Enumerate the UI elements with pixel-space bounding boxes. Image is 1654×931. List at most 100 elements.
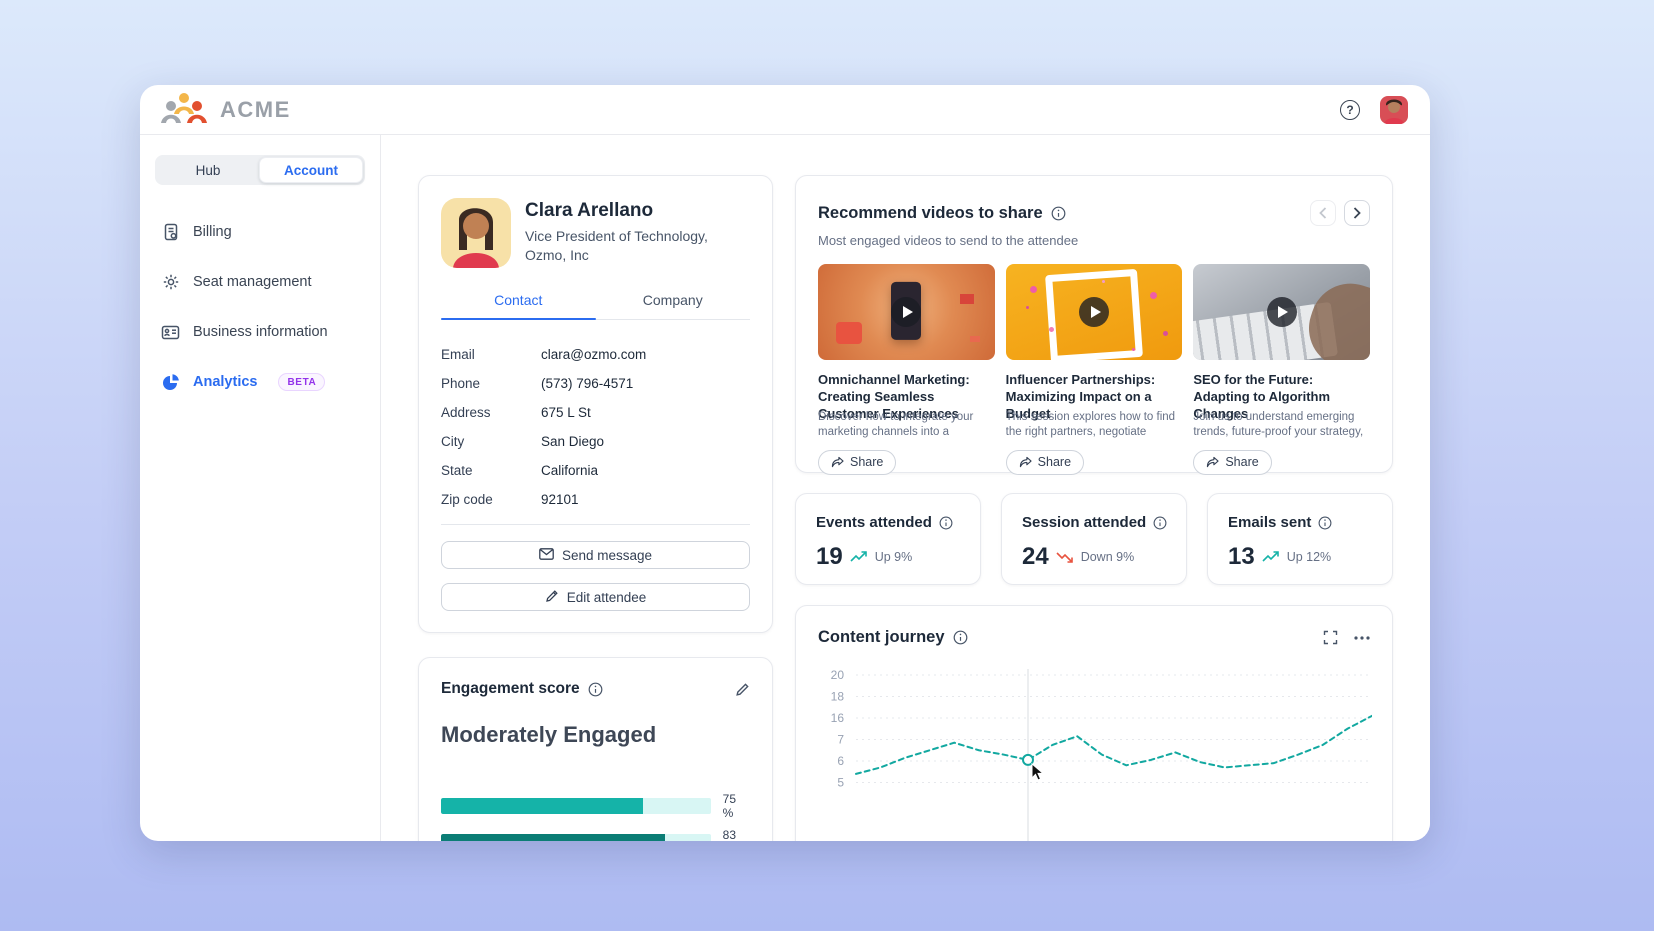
svg-text:7: 7 [837,733,844,747]
send-message-button[interactable]: Send message [441,541,750,569]
videos-subtitle: Most engaged videos to send to the atten… [818,233,1079,248]
field-zip: Zip code 92101 [441,492,579,507]
hub-account-switcher: Hub Account [155,155,365,185]
tab-contact[interactable]: Contact [441,292,596,320]
journey-title: Content journey [818,628,945,646]
engagement-bar: 83 % [441,828,750,841]
line-chart-svg: 20 18 16 7 6 5 [831,668,1373,841]
field-city: City San Diego [441,434,605,449]
app-window: ACME ? Hub Account [140,85,1430,841]
play-icon[interactable] [1266,297,1297,327]
video-thumbnail[interactable] [1193,264,1371,360]
attendee-name: Clara Arellano [525,200,654,221]
brand-name: ACME [220,96,291,122]
info-icon[interactable] [939,516,953,530]
app-header: ACME ? [140,85,1430,135]
videos-title: Recommend videos to share [818,203,1043,222]
beta-badge: BETA [278,373,326,391]
video-card: Influencer Partnerships: Maximizing Impa… [1005,264,1183,475]
info-icon[interactable] [953,630,968,645]
sidebar-item-seat-management[interactable]: Seat management [155,257,365,307]
field-phone: Phone (573) 796-4571 [441,376,634,391]
main-content: Clara Arellano Vice President of Technol… [381,135,1430,841]
share-button[interactable]: Share [1193,450,1272,475]
tab-hub[interactable]: Hub [195,162,221,178]
info-icon[interactable] [588,682,603,697]
engagement-score-card: Engagement score Moderate [418,657,773,841]
sidebar-item-label: Analytics [193,374,258,390]
hovered-data-point [1022,753,1034,766]
engagement-bars: 75 % 83 % [441,792,750,841]
stat-trend: Up 12% [1286,550,1332,564]
tab-company[interactable]: Company [642,292,703,308]
sidebar-item-label: Billing [193,224,232,240]
brand: ACME [158,92,291,128]
id-card-icon [161,323,180,342]
info-icon[interactable] [1153,516,1167,530]
play-icon[interactable] [891,297,922,327]
field-state: State California [441,463,599,478]
help-icon[interactable]: ? [1340,99,1360,120]
pencil-icon [545,589,559,606]
content-journey-card: Content journey [795,605,1393,841]
stat-card-session-attended: Session attended 24 Down 9% [1001,493,1187,585]
attendee-avatar [441,198,511,268]
carousel-prev-button[interactable] [1310,200,1336,226]
stat-trend: Down 9% [1080,550,1135,564]
acme-logo-icon [161,92,207,123]
video-thumbnail[interactable] [1005,264,1183,360]
expand-icon[interactable] [1323,630,1338,645]
play-icon[interactable] [1079,297,1109,327]
info-icon[interactable] [1318,516,1332,530]
field-address: Address 675 L St [441,405,591,420]
trend-up-icon [850,551,867,562]
stat-card-events-attended: Events attended 19 Up 9% [795,493,981,585]
invoice-icon [161,223,180,242]
engagement-bar: 75 % [441,792,750,820]
more-options-icon[interactable] [1354,635,1370,640]
svg-text:6: 6 [837,754,844,768]
sidebar-item-business-information[interactable]: Business information [155,307,365,357]
sidebar: Hub Account Billing [140,135,381,841]
video-title: Influencer Partnerships: Maximizing Impa… [1005,372,1156,421]
svg-text:16: 16 [831,711,845,725]
sidebar-item-billing[interactable]: Billing [155,207,365,257]
stat-value: 13 [1228,543,1255,570]
share-icon [831,456,844,468]
pie-chart-icon [161,373,180,392]
edit-attendee-button[interactable]: Edit attendee [441,583,750,611]
video-description: This session explores how to find the ri… [1005,411,1176,438]
share-button[interactable]: Share [1005,450,1085,475]
contact-fields: Email clara@ozmo.com Phone (573) 796-457… [441,340,750,514]
gear-icon [161,273,180,292]
video-card: SEO for the Future: Adapting to Algorith… [1193,264,1371,475]
attendee-title: Vice President of Technology, Ozmo, Inc [525,228,708,263]
stat-trend: Up 9% [874,550,913,564]
video-title: Omnichannel Marketing: Creating Seamless… [818,372,970,421]
video-title: SEO for the Future: Adapting to Algorith… [1193,372,1331,421]
user-avatar[interactable] [1380,95,1408,124]
envelope-icon [539,547,554,563]
sidebar-item-label: Business information [193,324,328,340]
stat-value: 19 [816,543,843,570]
share-button[interactable]: Share [818,450,897,475]
stat-value: 24 [1022,543,1049,570]
tab-account[interactable]: Account [259,157,363,183]
divider [441,524,750,525]
video-description: Join us to understand emerging trends, f… [1193,411,1364,438]
video-thumbnail[interactable] [818,264,995,360]
sidebar-item-analytics[interactable]: Analytics BETA [155,357,365,407]
engagement-title: Engagement score [441,680,580,697]
share-icon [1019,456,1032,468]
engagement-level: Moderately Engaged [441,722,657,747]
video-description: Discover how to integrate your marketing… [818,411,974,438]
svg-text:20: 20 [831,668,845,682]
svg-text:18: 18 [831,690,845,704]
profile-tabs: Contact Company [441,292,750,320]
share-icon [1207,456,1219,468]
edit-score-icon[interactable] [735,682,750,697]
recommended-videos-card: Recommend videos to share [795,175,1393,475]
info-icon[interactable] [1051,206,1066,221]
carousel-next-button[interactable] [1344,200,1370,226]
content-journey-chart[interactable]: 20 18 16 7 6 5 [818,665,1373,841]
